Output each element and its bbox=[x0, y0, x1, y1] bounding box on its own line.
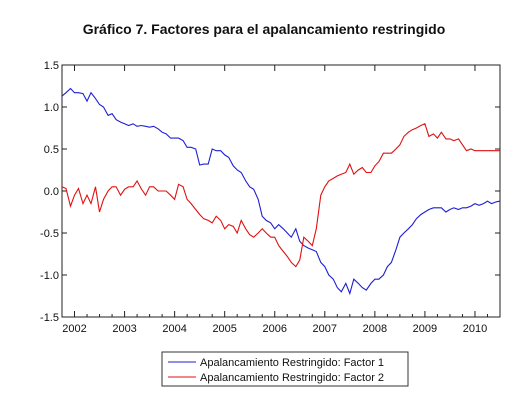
y-tick-label: -1.0 bbox=[40, 270, 59, 282]
x-tick-label: 2002 bbox=[62, 323, 86, 335]
legend-label-factor-1: Apalancamiento Restringido: Factor 1 bbox=[200, 357, 384, 369]
x-tick-label: 2004 bbox=[162, 323, 186, 335]
legend: Apalancamiento Restringido: Factor 1 Apa… bbox=[161, 351, 409, 387]
y-tick-label: -0.5 bbox=[40, 228, 59, 240]
y-tick-label: -1.5 bbox=[40, 312, 59, 324]
legend-box bbox=[161, 351, 409, 387]
y-tick-label: 1.0 bbox=[44, 102, 59, 114]
y-axis: 1.5 1.0 0.5 0.0 -0.5 -1.0 -1.5 bbox=[40, 60, 500, 324]
x-tick-label: 2006 bbox=[263, 323, 287, 335]
y-tick-label: 1.5 bbox=[44, 60, 59, 72]
series-lines bbox=[61, 87, 501, 296]
x-tick-label: 2003 bbox=[112, 323, 136, 335]
series-line-factor-1 bbox=[61, 87, 501, 296]
x-tick-label: 2007 bbox=[313, 323, 337, 335]
y-tick-label: 0.5 bbox=[44, 144, 59, 156]
legend-label-factor-2: Apalancamiento Restringido: Factor 2 bbox=[200, 372, 384, 384]
x-tick-label: 2008 bbox=[363, 323, 387, 335]
series-line-factor-2 bbox=[61, 123, 500, 268]
chart-title: Gráfico 7. Factores para el apalancamien… bbox=[82, 21, 446, 37]
plot-frame bbox=[61, 64, 501, 318]
x-axis: 2002 2003 2004 2005 2006 2007 2008 2009 2010 bbox=[62, 65, 501, 335]
y-tick-label: 0.0 bbox=[44, 186, 59, 198]
x-tick-label: 2009 bbox=[413, 323, 437, 335]
x-tick-label: 2010 bbox=[463, 323, 487, 335]
x-tick-label: 2005 bbox=[212, 323, 236, 335]
